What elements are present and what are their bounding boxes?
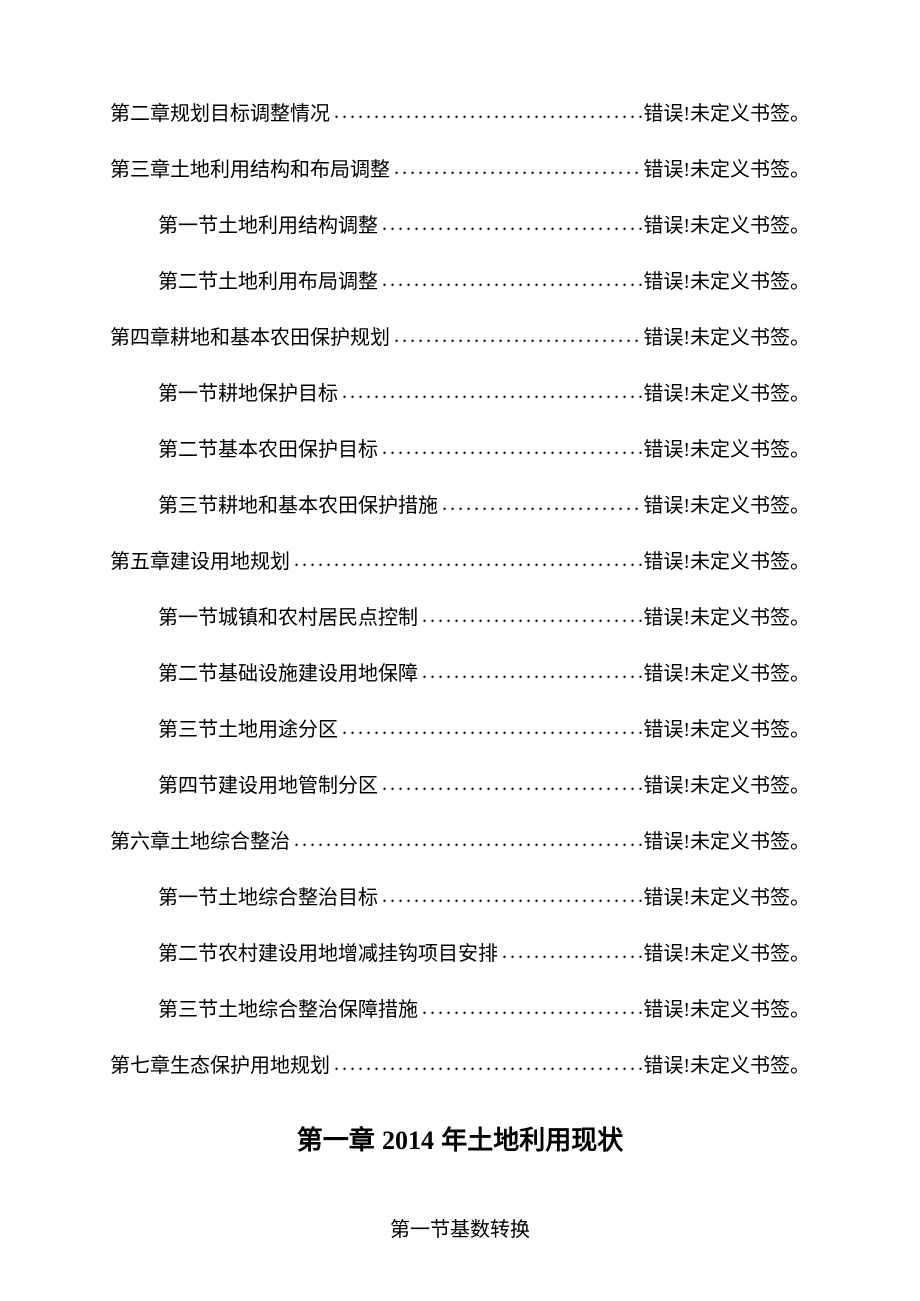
toc-entry-page: 错误!未定义书签。 — [643, 772, 810, 800]
chapter-suffix: 年土地利用现状 — [434, 1125, 623, 1155]
toc-entry: 第一节土地利用结构调整 错误!未定义书签。 — [110, 212, 810, 240]
toc-leader-dots — [338, 714, 643, 742]
toc-entry-page: 错误!未定义书签。 — [643, 268, 810, 296]
toc-leader-dots — [418, 602, 643, 630]
table-of-contents: 第二章规划目标调整情况错误!未定义书签。第三章土地利用结构和布局调整错误!未定义… — [110, 100, 810, 1080]
toc-entry-title: 第四章耕地和基本农田保护规划 — [110, 324, 390, 352]
chapter-heading: 第一章 2014 年土地利用现状 — [110, 1120, 810, 1157]
toc-entry: 第四节建设用地管制分区 错误!未定义书签。 — [110, 772, 810, 800]
toc-entry: 第五章建设用地规划 错误!未定义书签。 — [110, 548, 810, 576]
toc-entry-page: 错误!未定义书签。 — [643, 884, 810, 912]
toc-entry-page: 错误!未定义书签。 — [643, 996, 810, 1024]
toc-entry-title: 第二节土地利用布局调整 — [158, 268, 378, 296]
section-heading: 第一节基数转换 — [110, 1213, 810, 1242]
toc-entry: 第三节耕地和基本农田保护措施 错误!未定义书签。 — [110, 492, 810, 520]
toc-entry-title: 第一节城镇和农村居民点控制 — [158, 604, 418, 632]
toc-entry: 第二节基本农田保护目标 错误!未定义书签。 — [110, 436, 810, 464]
toc-entry-page: 错误!未定义书签。 — [643, 380, 810, 408]
toc-entry: 第六章土地综合整治 错误!未定义书签。 — [110, 828, 810, 856]
toc-entry: 第三节土地综合整治保障措施 错误!未定义书签。 — [110, 996, 810, 1024]
toc-entry-title: 第一节耕地保护目标 — [158, 380, 338, 408]
toc-leader-dots — [438, 490, 643, 518]
toc-entry: 第三章土地利用结构和布局调整 错误!未定义书签。 — [110, 156, 810, 184]
toc-entry-page: 错误!未定义书签。 — [643, 716, 810, 744]
toc-entry: 第一节土地综合整治目标 错误!未定义书签。 — [110, 884, 810, 912]
toc-leader-dots — [378, 210, 643, 238]
toc-entry: 第一节耕地保护目标 错误!未定义书签。 — [110, 380, 810, 408]
toc-leader-dots — [290, 546, 643, 574]
toc-entry-title: 第四节建设用地管制分区 — [158, 772, 378, 800]
toc-entry-title: 第七章生态保护用地规划 — [110, 1052, 330, 1080]
toc-entry-title: 第二节农村建设用地增减挂钩项目安排 — [158, 940, 498, 968]
toc-entry-page: 错误!未定义书签。 — [643, 548, 810, 576]
toc-leader-dots — [378, 770, 643, 798]
toc-leader-dots — [330, 1050, 643, 1078]
toc-entry-page: 错误!未定义书签。 — [643, 604, 810, 632]
toc-entry: 第三节土地用途分区 错误!未定义书签。 — [110, 716, 810, 744]
toc-leader-dots — [330, 98, 643, 126]
toc-entry: 第二章规划目标调整情况 错误!未定义书签。 — [110, 100, 810, 128]
toc-entry: 第二节基础设施建设用地保障 错误!未定义书签。 — [110, 660, 810, 688]
toc-entry-title: 第二节基础设施建设用地保障 — [158, 660, 418, 688]
toc-leader-dots — [378, 434, 643, 462]
toc-entry-page: 错误!未定义书签。 — [643, 1052, 810, 1080]
toc-entry-title: 第五章建设用地规划 — [110, 548, 290, 576]
toc-leader-dots — [290, 826, 643, 854]
toc-entry-title: 第三节土地综合整治保障措施 — [158, 996, 418, 1024]
toc-entry: 第四章耕地和基本农田保护规划 错误!未定义书签。 — [110, 324, 810, 352]
toc-entry-title: 第二节基本农田保护目标 — [158, 436, 378, 464]
toc-entry-page: 错误!未定义书签。 — [643, 100, 810, 128]
toc-entry-page: 错误!未定义书签。 — [643, 940, 810, 968]
toc-entry-title: 第一节土地综合整治目标 — [158, 884, 378, 912]
toc-leader-dots — [390, 322, 643, 350]
toc-entry-title: 第三节土地用途分区 — [158, 716, 338, 744]
toc-entry-title: 第三节耕地和基本农田保护措施 — [158, 492, 438, 520]
toc-entry-page: 错误!未定义书签。 — [643, 828, 810, 856]
toc-entry: 第二节农村建设用地增减挂钩项目安排 错误!未定义书签。 — [110, 940, 810, 968]
toc-entry: 第二节土地利用布局调整 错误!未定义书签。 — [110, 268, 810, 296]
chapter-year: 2014 — [382, 1126, 434, 1155]
toc-entry: 第七章生态保护用地规划 错误!未定义书签。 — [110, 1052, 810, 1080]
toc-entry-page: 错误!未定义书签。 — [643, 436, 810, 464]
toc-entry-page: 错误!未定义书签。 — [643, 324, 810, 352]
toc-entry: 第一节城镇和农村居民点控制 错误!未定义书签。 — [110, 604, 810, 632]
toc-leader-dots — [390, 154, 643, 182]
toc-entry-title: 第三章土地利用结构和布局调整 — [110, 156, 390, 184]
toc-entry-title: 第六章土地综合整治 — [110, 828, 290, 856]
toc-entry-page: 错误!未定义书签。 — [643, 212, 810, 240]
toc-entry-title: 第二章规划目标调整情况 — [110, 100, 330, 128]
toc-leader-dots — [418, 658, 643, 686]
toc-leader-dots — [378, 882, 643, 910]
toc-entry-title: 第一节土地利用结构调整 — [158, 212, 378, 240]
toc-leader-dots — [378, 266, 643, 294]
toc-leader-dots — [498, 938, 643, 966]
toc-entry-page: 错误!未定义书签。 — [643, 660, 810, 688]
toc-entry-page: 错误!未定义书签。 — [643, 492, 810, 520]
toc-leader-dots — [418, 994, 643, 1022]
chapter-prefix: 第一章 — [297, 1125, 382, 1155]
toc-entry-page: 错误!未定义书签。 — [643, 156, 810, 184]
toc-leader-dots — [338, 378, 643, 406]
